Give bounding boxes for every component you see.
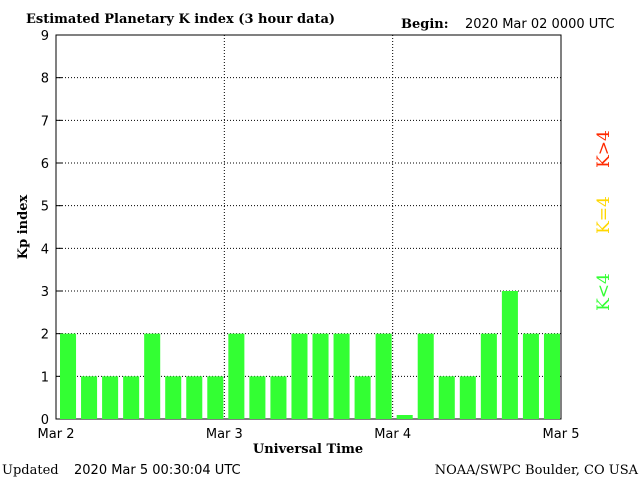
kp-bar	[459, 376, 476, 419]
x-tick-label: Mar 2	[38, 427, 75, 442]
begin-label: Begin:	[401, 17, 449, 32]
kp-bar	[375, 333, 392, 419]
y-tick-label: 4	[41, 242, 49, 257]
y-tick-label: 5	[41, 200, 49, 215]
kp-bar	[207, 376, 224, 419]
kp-bar	[165, 376, 182, 419]
kp-bar	[123, 376, 140, 419]
begin-value: 2020 Mar 02 0000 UTC	[465, 17, 615, 32]
y-axis-label: Kp index	[16, 195, 31, 260]
grid-lines	[56, 34, 561, 420]
kp-bar	[270, 376, 287, 419]
y-tick-label: 2	[41, 328, 49, 343]
x-tick-label: Mar 5	[543, 427, 580, 442]
kp-bar	[396, 415, 413, 419]
legend-k-greater-4: K>4	[594, 130, 614, 168]
kp-bar	[81, 376, 98, 419]
x-tick-labels: Mar 2 Mar 3 Mar 4 Mar 5	[38, 427, 580, 442]
chart-title: Estimated Planetary K index (3 hour data…	[26, 12, 335, 27]
kp-bar	[501, 291, 518, 419]
kp-bar	[543, 333, 560, 419]
kp-bar	[417, 333, 434, 419]
kp-bar	[438, 376, 455, 419]
kp-bar	[102, 376, 119, 419]
updated-value: 2020 Mar 5 00:30:04 UTC	[74, 463, 241, 478]
kp-bar	[186, 376, 203, 419]
source-credit: NOAA/SWPC Boulder, CO USA	[435, 463, 639, 478]
kp-bar	[333, 333, 350, 419]
legend-k-equal-4: K=4	[594, 196, 614, 234]
y-tick-label: 7	[41, 114, 49, 129]
kp-bar	[144, 333, 161, 419]
y-tick-label: 9	[41, 29, 49, 44]
x-tick-label: Mar 3	[206, 427, 243, 442]
kp-bar	[228, 333, 245, 419]
kp-bar	[522, 333, 539, 419]
kp-bar	[354, 376, 371, 419]
x-tick-label: Mar 4	[374, 427, 411, 442]
bars-group	[60, 291, 560, 419]
y-tick-label: 8	[41, 72, 49, 87]
y-tick-labels: 0 1 2 3 4 5 6 7 8 9	[41, 29, 49, 428]
y-tick-label: 3	[41, 285, 49, 300]
kp-bar	[312, 333, 329, 419]
kp-bar	[60, 333, 77, 419]
kp-bar	[291, 333, 308, 419]
x-axis-label: Universal Time	[253, 442, 363, 457]
legend-k-less-4: K<4	[594, 273, 614, 311]
y-tick-label: 1	[41, 370, 49, 385]
kp-bar	[249, 376, 266, 419]
y-tick-label: 0	[41, 413, 49, 428]
plot-area	[55, 34, 562, 420]
kp-bar	[480, 333, 497, 419]
y-tick-label: 6	[41, 157, 49, 172]
updated-label: Updated	[2, 463, 59, 478]
